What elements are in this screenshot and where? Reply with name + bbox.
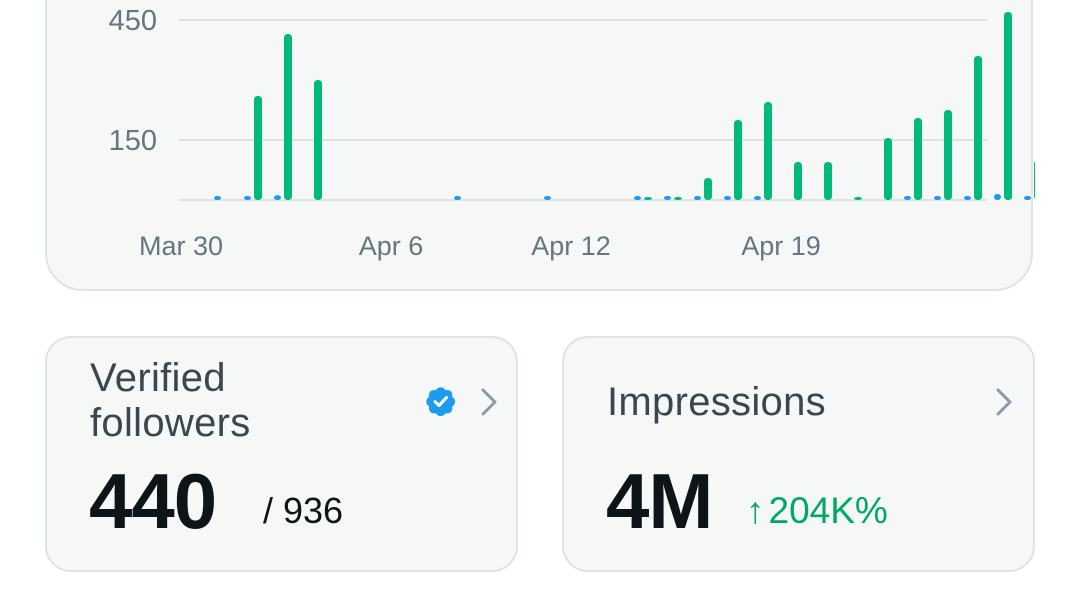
bar-series-2 — [904, 196, 911, 200]
bar-series-1 — [884, 138, 892, 200]
impressions-title: Impressions — [607, 380, 826, 424]
chart-card: 450 150 Mar 30 Apr 6 Apr 12 Apr 19 — [45, 0, 1035, 291]
verified-followers-value: 440 — [89, 457, 217, 545]
bar-series-1 — [944, 110, 952, 200]
bar-series-1 — [794, 162, 802, 200]
bar-series-1 — [824, 162, 832, 200]
bar-series-2 — [754, 196, 761, 200]
bar-series-2 — [964, 196, 971, 200]
activity-chart: 450 150 Mar 30 Apr 6 Apr 12 Apr 19 — [109, 5, 1035, 261]
bar-series-1 — [764, 102, 772, 200]
bar-series-2 — [994, 194, 1001, 200]
x-tick-label: Apr 12 — [531, 231, 611, 261]
bar-series-2 — [214, 196, 221, 200]
bar-series-2 — [244, 196, 251, 200]
impressions-change: ↑ 204K% — [746, 490, 888, 532]
bar-series-2 — [724, 196, 731, 200]
followers-total: / 936 — [263, 490, 344, 531]
verified-followers-card[interactable]: Verified followers 440 / 936 — [45, 336, 518, 572]
bar-series-1 — [314, 80, 322, 200]
bar-series-1 — [644, 197, 652, 200]
arrow-up-icon: ↑ — [746, 490, 765, 531]
verified-badge-icon — [426, 387, 455, 416]
bar-series-1 — [854, 197, 862, 200]
bar-series-2 — [694, 196, 701, 200]
bar-series-1 — [674, 197, 682, 200]
impressions-card[interactable]: Impressions 4M ↑ 204K% — [562, 336, 1035, 572]
bar-series-1 — [1004, 12, 1012, 200]
bar-series-2 — [454, 196, 461, 200]
y-tick-label: 150 — [109, 125, 157, 157]
bar-series-2 — [634, 196, 641, 200]
verified-followers-title: Verified followers — [90, 356, 251, 445]
x-tick-label: Apr 6 — [359, 231, 424, 261]
x-tick-label: Apr 19 — [741, 231, 821, 261]
bar-series-1 — [284, 34, 292, 200]
impressions-change-value: 204K% — [768, 490, 888, 531]
bar-series-1 — [254, 96, 262, 200]
bar-series-2 — [544, 196, 551, 200]
bar-series-1 — [974, 56, 982, 200]
bar-series-2 — [274, 195, 281, 200]
bar-series-2 — [1024, 196, 1031, 200]
bar-series-1 — [914, 118, 922, 200]
y-tick-label: 450 — [109, 5, 157, 37]
impressions-value: 4M — [606, 457, 713, 545]
bar-series-2 — [934, 196, 941, 200]
bar-series-2 — [664, 196, 671, 200]
chevron-right-icon[interactable] — [994, 387, 1014, 417]
bar-series-1 — [704, 178, 712, 200]
bar-series-1 — [734, 120, 742, 200]
x-tick-label: Mar 30 — [139, 231, 223, 261]
bar-series-1 — [1034, 161, 1035, 199]
chevron-right-icon[interactable] — [479, 387, 499, 417]
